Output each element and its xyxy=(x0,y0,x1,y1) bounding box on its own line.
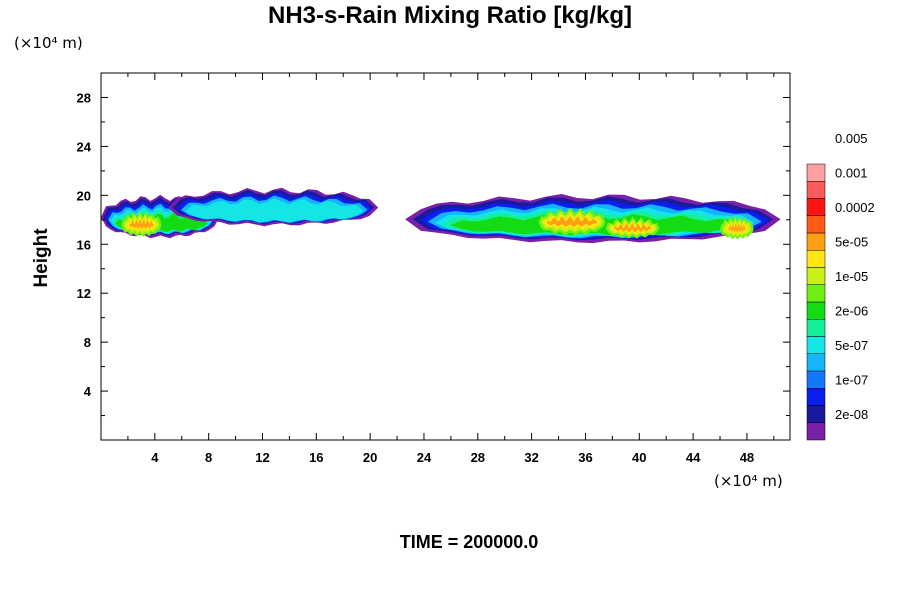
legend-swatch xyxy=(806,163,826,182)
legend-swatch xyxy=(806,353,826,372)
y-tick-label: 8 xyxy=(84,335,91,350)
legend-label: 2e-06 xyxy=(835,304,868,319)
legend-swatch xyxy=(806,250,826,268)
legend-swatch xyxy=(806,181,826,199)
x-tick-label: 40 xyxy=(632,450,646,465)
x-tick-label: 44 xyxy=(686,450,701,465)
y-tick-label: 28 xyxy=(77,90,91,105)
x-tick-label: 16 xyxy=(309,450,323,465)
time-label: TIME = 200000.0 xyxy=(399,532,539,552)
legend-label: 1e-05 xyxy=(835,269,868,284)
x-tick-label: 48 xyxy=(740,450,754,465)
x-tick-label: 28 xyxy=(471,450,485,465)
cloud-core xyxy=(728,222,746,233)
color-legend: 2e-08 1e-07 5e-07 2e-06 1e-05 5e-05 0.0002 0.00… xyxy=(806,131,875,441)
legend-label: 5e-05 xyxy=(835,235,868,250)
x-tick-label: 32 xyxy=(524,450,538,465)
legend-label: 0.0002 xyxy=(835,200,875,215)
legend-swatch xyxy=(806,232,826,251)
x-tick-label: 8 xyxy=(205,450,212,465)
legend-label: 0.005 xyxy=(835,131,868,146)
cloud-band-level xyxy=(185,198,364,223)
legend-swatch xyxy=(806,198,826,216)
legend-label: 2e-08 xyxy=(835,407,868,422)
legend-label: 0.001 xyxy=(835,166,868,181)
x-tick-label: 4 xyxy=(151,450,159,465)
cloud-core xyxy=(613,223,652,233)
legend-swatch xyxy=(806,388,826,406)
legend-swatch xyxy=(806,405,826,423)
y-tick-label: 24 xyxy=(77,139,92,154)
y-tick-label: 20 xyxy=(77,188,91,203)
x-tick-label: 12 xyxy=(255,450,269,465)
plot-frame xyxy=(100,72,791,441)
legend-swatch xyxy=(806,336,826,354)
legend-swatch xyxy=(806,319,826,337)
y-axis: 4 8 12 16 20 24 28 xyxy=(77,90,790,417)
x-tick-label: 20 xyxy=(363,450,377,465)
y-tick-label: 12 xyxy=(77,286,91,301)
x-axis-unit: (×10⁴ m) xyxy=(714,472,783,490)
legend-label: 5e-07 xyxy=(835,338,868,353)
legend-swatch xyxy=(806,284,826,303)
cloud-core xyxy=(129,218,154,230)
legend-swatch xyxy=(806,267,826,285)
y-tick-label: 16 xyxy=(77,237,91,252)
y-tick-label: 4 xyxy=(84,384,92,399)
legend-swatch xyxy=(806,422,826,441)
legend-label: 1e-07 xyxy=(835,373,868,388)
y-axis-unit: (×10⁴ m) xyxy=(14,34,83,52)
cloud-field xyxy=(101,187,781,244)
legend-swatch xyxy=(806,370,826,389)
x-tick-label: 24 xyxy=(417,450,432,465)
x-axis: 4 8 12 16 20 24 28 32 36 40 44 48 xyxy=(127,73,775,465)
legend-swatch xyxy=(806,301,826,320)
x-tick-label: 36 xyxy=(578,450,592,465)
cloud-core xyxy=(546,215,598,227)
legend-swatch xyxy=(806,215,826,234)
chart-title: NH3-s-Rain Mixing Ratio [kg/kg] xyxy=(267,2,633,29)
